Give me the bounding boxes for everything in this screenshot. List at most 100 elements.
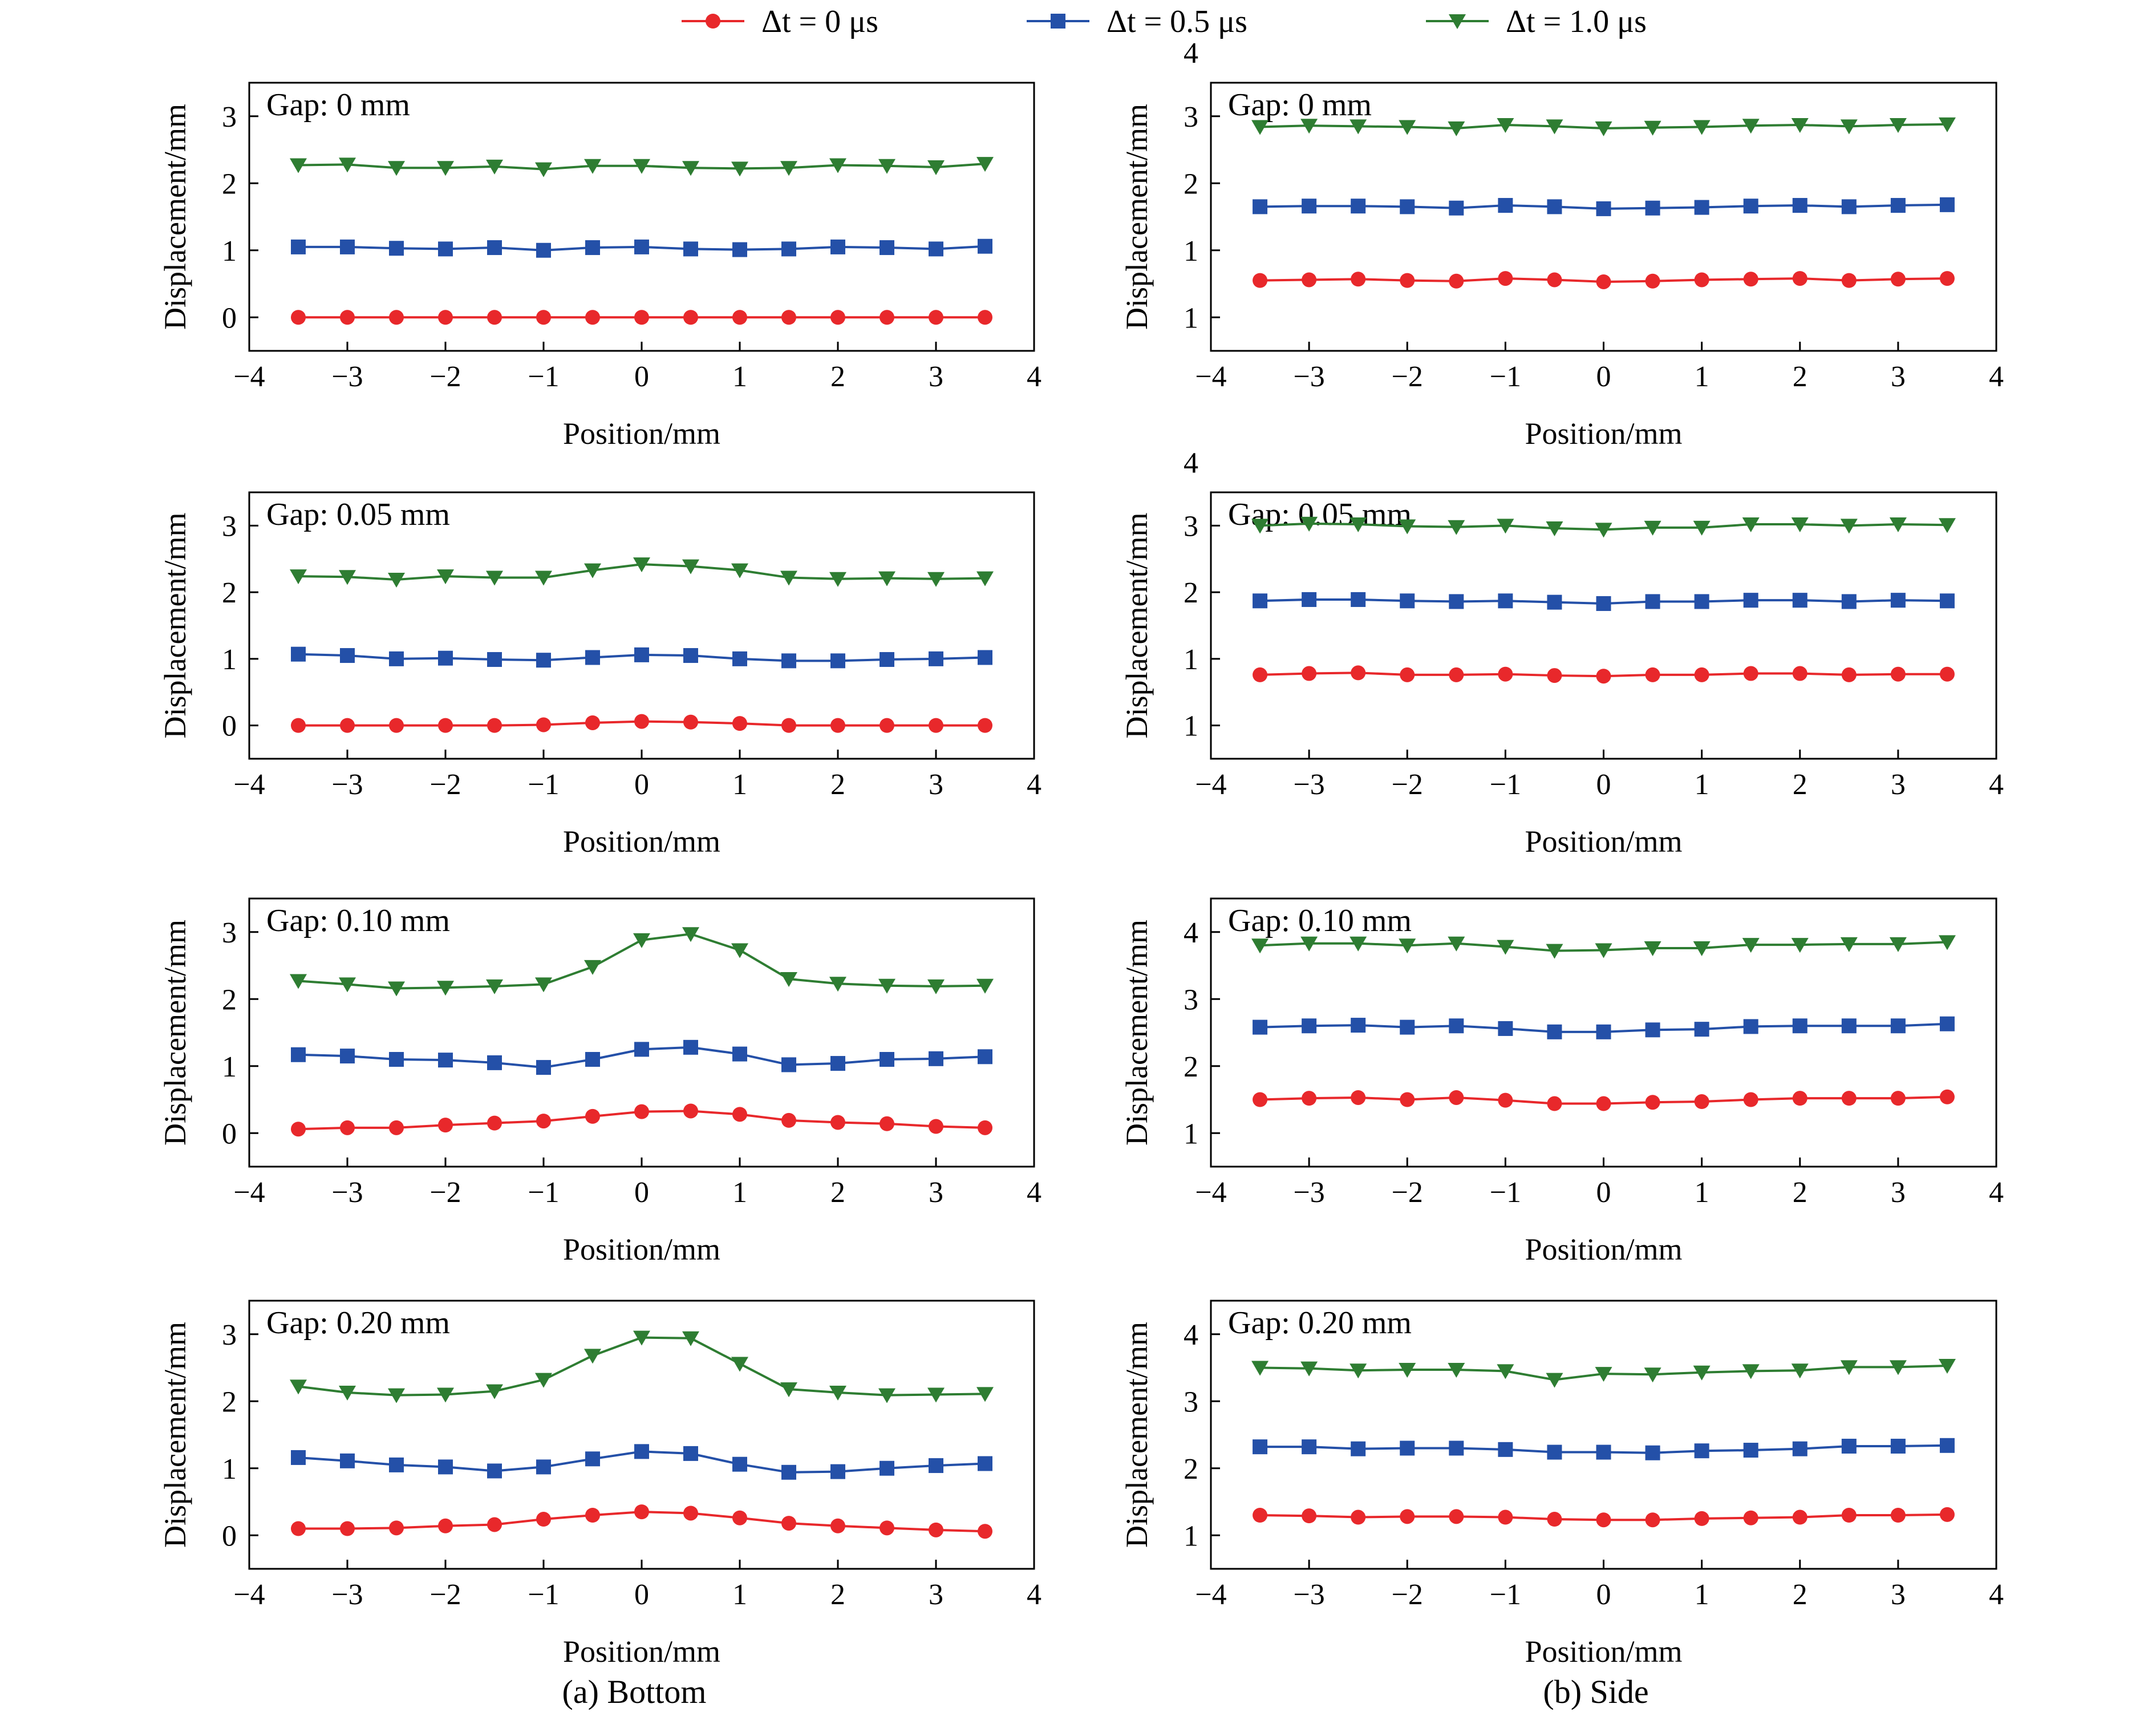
legend-item: Δt = 1.0 μs bbox=[1426, 4, 1647, 39]
data-point bbox=[780, 1382, 797, 1398]
data-point bbox=[1400, 1509, 1415, 1524]
data-point bbox=[1890, 1508, 1906, 1523]
y-tick-label: 3 bbox=[1184, 984, 1198, 1016]
data-point bbox=[1547, 272, 1562, 288]
x-tick-label: −1 bbox=[1490, 768, 1521, 801]
data-point bbox=[1645, 200, 1660, 216]
data-point bbox=[1448, 121, 1465, 136]
data-point bbox=[1939, 197, 1955, 212]
x-tick-label: 4 bbox=[1027, 1579, 1041, 1611]
data-point bbox=[1448, 1363, 1465, 1378]
data-point bbox=[976, 978, 994, 994]
data-point bbox=[487, 1055, 502, 1070]
data-point bbox=[291, 1450, 306, 1465]
data-point bbox=[438, 650, 453, 666]
data-point bbox=[1743, 1092, 1758, 1107]
x-tick-label: 2 bbox=[830, 768, 845, 801]
data-point bbox=[683, 1103, 698, 1119]
data-point bbox=[438, 1053, 453, 1068]
data-point bbox=[1399, 519, 1416, 535]
data-point bbox=[1399, 120, 1416, 135]
x-tick-label: 4 bbox=[1027, 768, 1041, 801]
x-tick-label: −2 bbox=[429, 1579, 461, 1611]
data-point bbox=[1253, 593, 1268, 609]
data-point bbox=[339, 157, 356, 173]
data-point bbox=[1890, 666, 1906, 682]
data-point bbox=[584, 563, 601, 578]
data-point bbox=[830, 718, 845, 733]
data-point bbox=[1302, 1091, 1317, 1106]
x-tick-label: −4 bbox=[1195, 1176, 1226, 1209]
data-point bbox=[682, 161, 699, 176]
y-tick-label: 0 bbox=[222, 302, 237, 334]
data-point bbox=[438, 718, 453, 733]
x-tick-label: 2 bbox=[1793, 1579, 1808, 1611]
data-point bbox=[1302, 666, 1317, 681]
x-tick-label: −3 bbox=[1293, 768, 1324, 801]
data-point bbox=[878, 159, 895, 174]
data-point bbox=[1841, 1438, 1857, 1454]
data-point bbox=[880, 1052, 894, 1067]
y-tick-label: 1 bbox=[222, 235, 237, 268]
data-point bbox=[976, 1387, 994, 1402]
data-point bbox=[536, 1114, 551, 1129]
data-point bbox=[1400, 667, 1415, 682]
x-tick-label: −2 bbox=[1392, 361, 1423, 393]
data-point bbox=[683, 1446, 698, 1461]
data-point bbox=[1792, 1509, 1808, 1525]
y-tick-label: 1 bbox=[1184, 302, 1198, 334]
data-point bbox=[291, 718, 306, 733]
data-point bbox=[1547, 668, 1562, 683]
x-tick-label: −4 bbox=[233, 1579, 265, 1611]
x-tick-label: 1 bbox=[1695, 1579, 1709, 1611]
data-point bbox=[634, 647, 649, 662]
data-point bbox=[536, 1060, 551, 1075]
x-tick-label: 2 bbox=[1793, 768, 1808, 801]
data-point bbox=[1596, 596, 1611, 611]
data-point bbox=[929, 1458, 943, 1474]
x-tick-label: −2 bbox=[429, 1176, 461, 1209]
data-point bbox=[731, 563, 748, 578]
data-point bbox=[683, 1039, 698, 1055]
y-tick-label: 1 bbox=[222, 1453, 237, 1486]
y-axis-label: Displacement/mm bbox=[1120, 1322, 1154, 1548]
data-point bbox=[1449, 1509, 1464, 1524]
data-point bbox=[829, 977, 846, 992]
data-point bbox=[584, 960, 601, 975]
x-tick-label: 4 bbox=[1989, 1176, 2004, 1209]
legend-marker bbox=[706, 14, 720, 29]
y-tick-label: 1 bbox=[1184, 1118, 1198, 1150]
y-tick-label: 4 bbox=[1184, 447, 1198, 479]
chart-panel: −4 −3 −2 −1 0 1 2 3 4 1 1 2 3 4 Position/mm Displacemen… bbox=[1120, 37, 2004, 451]
data-point bbox=[927, 979, 945, 994]
gap-annotation: Gap: 0.05 mm bbox=[1228, 497, 1412, 532]
data-point bbox=[1498, 593, 1513, 609]
chart-panel: −4 −3 −2 −1 0 1 2 3 4 0 1 2 3 Position/mm Displacement… bbox=[158, 82, 1041, 451]
legend-marker bbox=[1051, 14, 1065, 29]
data-point bbox=[1498, 198, 1513, 213]
x-tick-label: −3 bbox=[331, 1176, 363, 1209]
data-point bbox=[634, 1042, 649, 1057]
x-tick-label: −1 bbox=[528, 361, 559, 393]
series-line bbox=[298, 1336, 986, 1397]
data-point bbox=[633, 557, 650, 573]
data-point bbox=[1693, 1365, 1711, 1381]
x-tick-label: 3 bbox=[929, 361, 943, 393]
x-tick-label: −3 bbox=[331, 768, 363, 801]
x-tick-label: −3 bbox=[331, 1579, 363, 1611]
data-point bbox=[535, 1373, 552, 1388]
data-point bbox=[732, 242, 747, 257]
data-point bbox=[437, 161, 454, 176]
x-tick-label: −3 bbox=[1293, 1176, 1324, 1209]
data-point bbox=[1349, 119, 1367, 135]
data-point bbox=[1694, 1022, 1709, 1037]
data-point bbox=[634, 1104, 649, 1119]
data-point bbox=[536, 310, 551, 325]
y-axis-label: Displacement/mm bbox=[158, 104, 192, 330]
data-point bbox=[584, 1349, 601, 1364]
data-point bbox=[339, 1385, 356, 1401]
data-point bbox=[683, 1505, 698, 1521]
data-point bbox=[634, 1504, 649, 1520]
x-tick-label: −1 bbox=[1490, 1176, 1521, 1209]
data-point bbox=[1743, 593, 1758, 608]
